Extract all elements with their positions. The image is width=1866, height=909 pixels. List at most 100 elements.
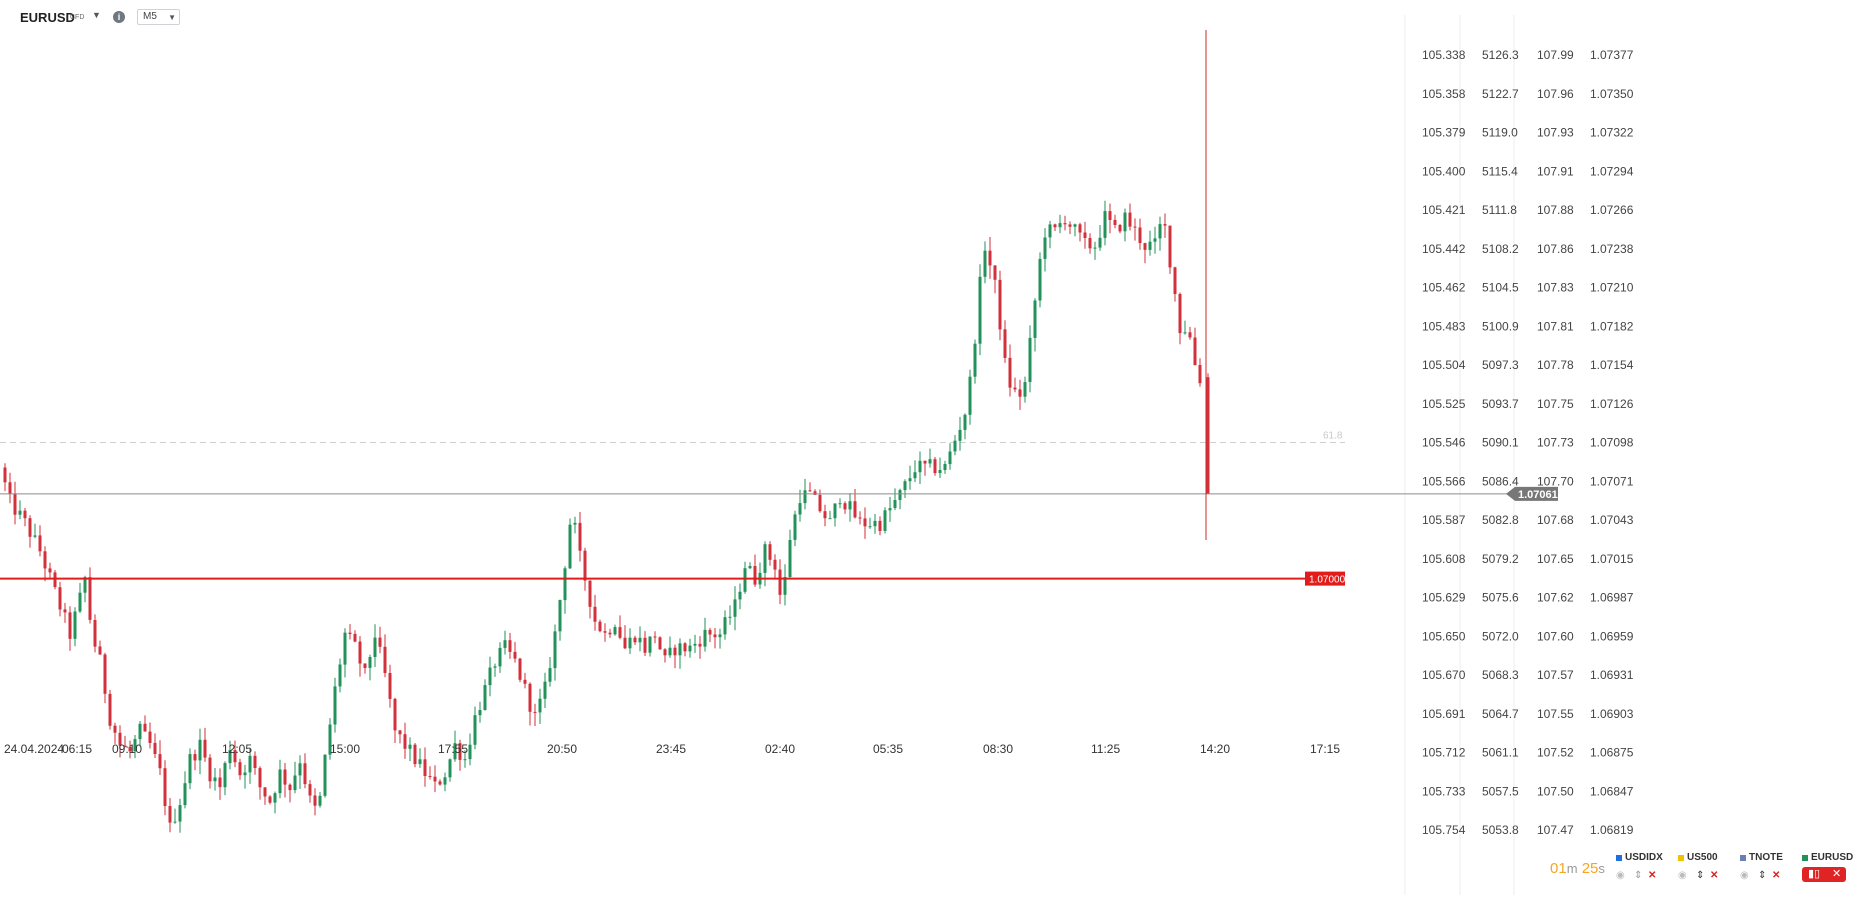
candle-body	[219, 778, 222, 788]
axis-tick-label: 107.75	[1537, 397, 1574, 411]
eye-icon[interactable]: ◉	[1616, 870, 1625, 881]
candle-body	[4, 468, 7, 483]
axis-tick-label: 5111.8	[1482, 203, 1517, 217]
close-icon[interactable]: ✕	[1832, 867, 1841, 880]
legend-item-us500[interactable]: US500 ◉ ⇕ ✕	[1678, 850, 1740, 890]
axis-tick-label: 1.07071	[1590, 474, 1634, 488]
candle-body	[1034, 301, 1037, 338]
axis-tick-label: 5082.8	[1482, 513, 1519, 527]
legend-label: US500	[1687, 852, 1718, 863]
candle-body	[244, 773, 247, 776]
sort-icon[interactable]: ⇕	[1696, 870, 1704, 881]
candle-body	[164, 768, 167, 806]
candle-body	[79, 593, 82, 612]
candle-body	[469, 745, 472, 759]
axis-tick-label: 105.525	[1422, 397, 1466, 411]
candle-body	[1129, 213, 1132, 227]
candle-body	[264, 787, 267, 796]
candle-body	[64, 609, 67, 612]
axis-tick-label: 107.88	[1537, 203, 1574, 217]
close-icon[interactable]: ✕	[1772, 870, 1780, 881]
axis-tick-label: 105.754	[1422, 823, 1466, 837]
candle-body	[664, 649, 667, 655]
axis-tick-label: 105.629	[1422, 591, 1466, 605]
axis-tick-label: 105.546	[1422, 436, 1466, 450]
price-axes: 105.338105.358105.379105.400105.421105.4…	[1422, 48, 1634, 837]
candle-body	[1134, 227, 1137, 228]
axis-tick-label: 5068.3	[1482, 668, 1519, 682]
candle-body	[514, 652, 517, 659]
candle-body	[699, 644, 702, 647]
candle-body	[344, 633, 347, 665]
axis-tick-label: 1.07238	[1590, 242, 1634, 256]
candle-body	[279, 770, 282, 794]
candle-body	[494, 666, 497, 667]
time-tick-label: 24.04.2024	[4, 742, 64, 756]
candlestick-icon[interactable]: ▮▯	[1808, 867, 1820, 880]
eurusd-controls[interactable]: ▮▯ ✕	[1802, 867, 1846, 882]
fib-label: 61.8	[1323, 431, 1343, 442]
candle-body	[954, 441, 957, 452]
candle-body	[999, 280, 1002, 330]
legend-item-usdidx[interactable]: USDIDX ◉ ⇕ ✕	[1616, 850, 1678, 890]
candle-body	[179, 805, 182, 822]
axis-tick-label: 107.62	[1537, 591, 1574, 605]
axis-tick-label: 1.06959	[1590, 629, 1634, 643]
candle-body	[169, 806, 172, 823]
candle-body	[209, 758, 212, 782]
candle-body	[769, 544, 772, 560]
candle-body	[509, 640, 512, 652]
axis-tick-label: 105.358	[1422, 87, 1466, 101]
candle-body	[1079, 224, 1082, 232]
axis-tick-label: 5104.5	[1482, 281, 1519, 295]
candle-body	[1144, 243, 1147, 250]
series-swatch	[1678, 855, 1684, 861]
axis-tick-label: 5115.4	[1482, 164, 1518, 178]
axis-tick-label: 5064.7	[1482, 707, 1519, 721]
legend-label: USDIDX	[1625, 852, 1663, 863]
candle-body	[499, 648, 502, 667]
candle-body	[249, 756, 252, 773]
candle-body	[719, 634, 722, 637]
candle-body	[1159, 224, 1162, 238]
candle-body	[614, 627, 617, 634]
candle-body	[809, 490, 812, 491]
candle-body	[889, 508, 892, 510]
eye-icon[interactable]: ◉	[1678, 870, 1687, 881]
candle-body	[934, 459, 937, 473]
candle-body	[154, 743, 157, 754]
candle-body	[984, 251, 987, 277]
axis-tick-label: 107.93	[1537, 126, 1574, 140]
candle-body	[679, 643, 682, 655]
sort-icon[interactable]: ⇕	[1634, 870, 1642, 881]
candle-body	[1104, 211, 1107, 238]
candle-body	[949, 452, 952, 465]
legend-item-eurusd[interactable]: EURUSD ▮▯ ✕	[1802, 850, 1864, 890]
close-icon[interactable]: ✕	[1710, 870, 1718, 881]
candle-body	[549, 668, 552, 682]
candle-body	[444, 777, 447, 784]
candle-body	[569, 525, 572, 569]
close-icon[interactable]: ✕	[1648, 870, 1656, 881]
axis-tick-label: 105.338	[1422, 48, 1466, 62]
candle-body	[909, 478, 912, 481]
candle-body	[559, 600, 562, 631]
legend-item-tnote[interactable]: TNOTE ◉ ⇕ ✕	[1740, 850, 1802, 890]
axis-tick-label: 5090.1	[1482, 436, 1519, 450]
sort-icon[interactable]: ⇕	[1758, 870, 1766, 881]
eye-icon[interactable]: ◉	[1740, 870, 1749, 881]
candle-body	[1014, 388, 1017, 390]
candle-body	[539, 699, 542, 713]
candle-body	[1064, 223, 1067, 224]
candle-body	[114, 726, 117, 733]
candle-body	[74, 612, 77, 639]
axis-tick-label: 5072.0	[1482, 629, 1519, 643]
axis-tick-label: 107.81	[1537, 319, 1574, 333]
candle-body	[849, 501, 852, 509]
candle-body	[359, 642, 362, 664]
candle-body	[959, 430, 962, 441]
candle-body	[1099, 238, 1102, 248]
candle-body	[804, 490, 807, 503]
fibonacci-level[interactable]: 61.8	[0, 431, 1345, 443]
